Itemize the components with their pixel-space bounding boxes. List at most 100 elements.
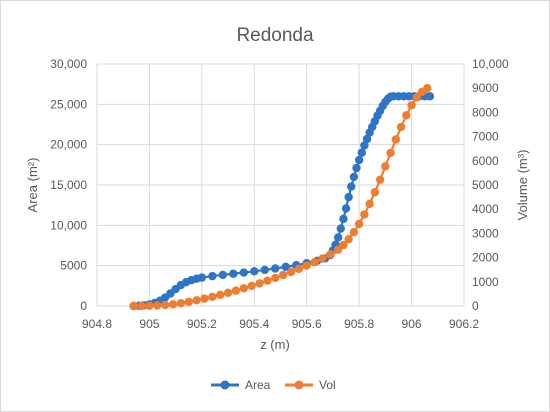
- y-left-tick-label: 5000: [60, 259, 87, 273]
- data-point-vol[interactable]: [271, 273, 280, 283]
- data-point-vol[interactable]: [153, 301, 162, 310]
- data-point-area[interactable]: [197, 273, 207, 282]
- data-point-vol[interactable]: [360, 210, 369, 219]
- legend: Area Vol: [211, 378, 336, 392]
- data-point-area[interactable]: [349, 172, 359, 182]
- data-point-vol[interactable]: [402, 111, 411, 120]
- data-point-area[interactable]: [260, 265, 269, 275]
- legend-area-marker: [220, 380, 230, 390]
- y-left-tick-label: 0: [80, 299, 87, 313]
- data-point-area[interactable]: [271, 264, 280, 273]
- data-point-area[interactable]: [357, 148, 366, 157]
- data-point-vol[interactable]: [137, 301, 146, 311]
- data-point-vol[interactable]: [176, 299, 186, 308]
- data-point-area[interactable]: [333, 233, 343, 242]
- y-right-axis-title: Volume (m³): [515, 150, 530, 221]
- y-right-tick-label: 6000: [472, 154, 499, 168]
- data-point-vol[interactable]: [168, 300, 178, 309]
- legend-vol-marker: [294, 380, 304, 390]
- data-point-vol[interactable]: [339, 240, 348, 250]
- legend-item-vol[interactable]: Vol: [285, 378, 336, 392]
- x-tick-label: 905.2: [187, 317, 217, 331]
- data-point-vol[interactable]: [370, 188, 380, 197]
- data-point-vol[interactable]: [302, 261, 311, 270]
- data-point-vol[interactable]: [239, 284, 248, 293]
- x-tick-label: 906.2: [449, 317, 479, 331]
- data-point-vol[interactable]: [145, 301, 154, 311]
- data-point-vol[interactable]: [208, 292, 217, 301]
- data-point-vol[interactable]: [381, 162, 390, 171]
- data-point-vol[interactable]: [318, 254, 327, 263]
- y-right-tick-label: 1000: [472, 275, 499, 289]
- data-point-area[interactable]: [362, 134, 372, 144]
- data-point-vol[interactable]: [223, 288, 233, 298]
- data-point-area[interactable]: [341, 204, 351, 213]
- data-point-vol[interactable]: [247, 281, 256, 291]
- data-point-vol[interactable]: [286, 267, 296, 277]
- data-point-vol[interactable]: [129, 301, 138, 311]
- y-right-tick-label: 8000: [472, 105, 499, 119]
- data-point-vol[interactable]: [391, 135, 401, 144]
- y-right-tick-label: 10,000: [472, 57, 509, 71]
- y-right-tick-label: 3000: [472, 226, 499, 240]
- data-point-vol[interactable]: [375, 175, 385, 184]
- data-point-vol[interactable]: [396, 122, 406, 132]
- series-layer: [129, 84, 435, 311]
- data-point-area[interactable]: [354, 155, 364, 165]
- data-point-vol[interactable]: [231, 286, 241, 295]
- data-point-area[interactable]: [250, 267, 259, 276]
- data-point-area[interactable]: [425, 92, 435, 101]
- data-point-vol[interactable]: [294, 264, 304, 274]
- data-point-area[interactable]: [347, 182, 356, 191]
- legend-item-area[interactable]: Area: [211, 378, 271, 392]
- data-point-area[interactable]: [218, 270, 228, 280]
- data-point-area[interactable]: [336, 224, 345, 233]
- data-point-vol[interactable]: [310, 258, 319, 267]
- data-point-area[interactable]: [239, 268, 248, 277]
- data-point-area[interactable]: [344, 192, 353, 202]
- y-left-tick-label: 30,000: [50, 57, 87, 71]
- data-point-vol[interactable]: [423, 84, 432, 93]
- y-left-tick-label: 25,000: [50, 97, 87, 111]
- data-point-vol[interactable]: [184, 297, 193, 307]
- data-point-vol[interactable]: [344, 235, 353, 244]
- y-right-tick-label: 2000: [472, 251, 499, 265]
- data-point-area[interactable]: [339, 214, 348, 224]
- x-tick-label: 906: [402, 317, 422, 331]
- x-tick-label: 904.8: [82, 317, 112, 331]
- y-left-axis-title: Area (m²): [25, 158, 40, 213]
- x-tick-label: 905.4: [239, 317, 269, 331]
- legend-area-label: Area: [245, 378, 271, 392]
- data-point-area[interactable]: [281, 262, 290, 272]
- data-point-vol[interactable]: [365, 199, 374, 209]
- data-point-vol[interactable]: [326, 250, 335, 259]
- data-point-area[interactable]: [360, 141, 369, 150]
- data-point-vol[interactable]: [192, 296, 201, 305]
- grid-layer: [96, 63, 465, 307]
- data-point-vol[interactable]: [354, 219, 364, 229]
- chart-title: Redonda: [236, 25, 314, 46]
- data-point-vol[interactable]: [407, 100, 416, 110]
- data-point-vol[interactable]: [349, 227, 359, 237]
- data-point-vol[interactable]: [278, 270, 288, 280]
- data-point-area[interactable]: [208, 271, 217, 281]
- y-right-tick-label: 4000: [472, 202, 499, 216]
- data-point-area[interactable]: [352, 163, 361, 173]
- x-tick-label: 905: [139, 317, 159, 331]
- data-point-vol[interactable]: [263, 276, 272, 285]
- legend-vol-label: Vol: [319, 378, 336, 392]
- y-right-tick-label: 7000: [472, 130, 499, 144]
- data-point-vol[interactable]: [160, 300, 170, 310]
- data-point-vol[interactable]: [412, 93, 422, 102]
- data-point-vol[interactable]: [386, 148, 395, 158]
- data-point-vol[interactable]: [216, 290, 225, 300]
- series-vol: [129, 84, 432, 311]
- y-right-tick-label: 9000: [472, 81, 499, 95]
- y-left-tick-label: 10,000: [50, 218, 87, 232]
- x-tick-label: 905.8: [344, 317, 374, 331]
- data-point-vol[interactable]: [200, 294, 209, 303]
- data-point-area[interactable]: [229, 269, 238, 278]
- data-point-vol[interactable]: [255, 279, 264, 288]
